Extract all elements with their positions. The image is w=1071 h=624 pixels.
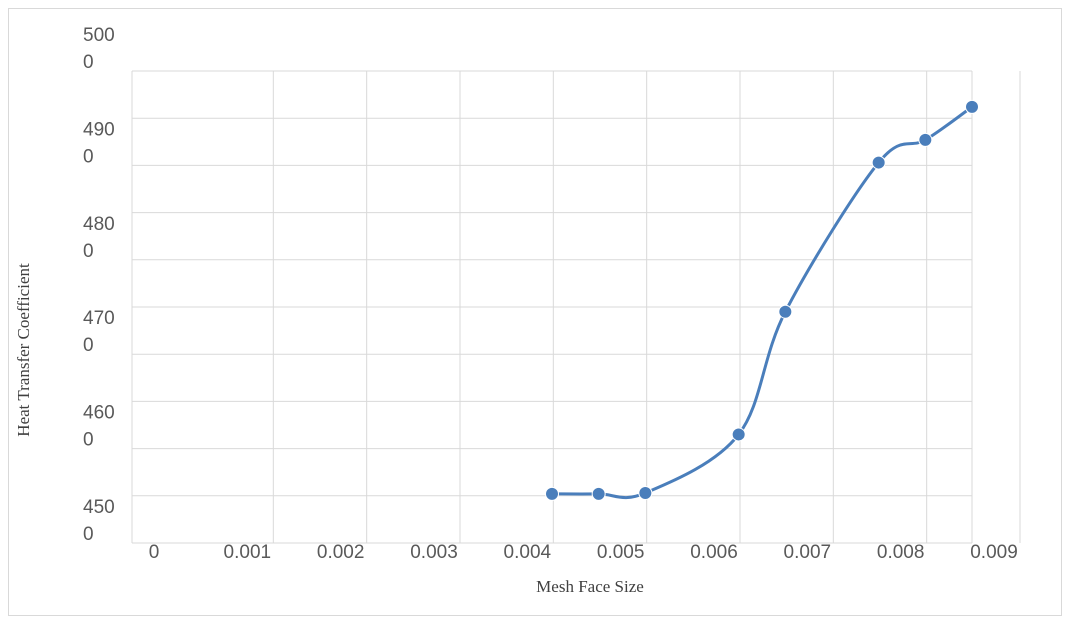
y-tick-label-wrap: 0 (83, 146, 94, 167)
series-line (551, 105, 973, 500)
y-tick-label: 450 (83, 497, 115, 518)
data-point (871, 155, 886, 170)
y-tick-label-wrap: 0 (83, 52, 94, 73)
tick-layer: 0 0.001 0.002 0.003 0.004 0.005 0.006 0.007 0.00… (83, 25, 1018, 563)
y-tick-label: 460 (83, 403, 115, 424)
data-point (545, 486, 559, 501)
x-tick-label: 0.005 (597, 542, 645, 563)
y-tick-label-wrap: 0 (83, 241, 94, 262)
data-point (918, 132, 933, 147)
x-tick-label: 0.007 (784, 542, 832, 563)
data-point (731, 427, 746, 442)
series-layer (545, 99, 979, 501)
chart-frame (8, 8, 1062, 616)
x-axis-title: Mesh Face Size (536, 577, 644, 596)
y-tick-label: 490 (83, 119, 115, 140)
y-tick-label: 480 (83, 214, 115, 235)
x-tick-label: 0.009 (970, 542, 1018, 563)
x-tick-label: 0.001 (224, 542, 272, 563)
data-point (778, 304, 793, 319)
data-point (591, 486, 606, 501)
x-tick-label: 0 (149, 542, 160, 563)
x-tick-label: 0.006 (690, 542, 738, 563)
y-tick-label-wrap: 0 (83, 430, 94, 451)
data-point (965, 99, 979, 114)
x-tick-label: 0.003 (410, 542, 458, 563)
x-tick-label: 0.008 (877, 542, 925, 563)
x-tick-label: 0.004 (504, 542, 552, 563)
y-tick-label: 470 (83, 308, 115, 329)
data-point (638, 485, 653, 500)
y-axis-title: Heat Transfer Coefficient (14, 263, 33, 437)
grid-layer (131, 70, 1021, 544)
y-tick-label-wrap: 0 (83, 335, 94, 356)
y-tick-label: 500 (83, 25, 115, 46)
y-tick-label-wrap: 0 (83, 524, 94, 545)
x-tick-label: 0.002 (317, 542, 365, 563)
